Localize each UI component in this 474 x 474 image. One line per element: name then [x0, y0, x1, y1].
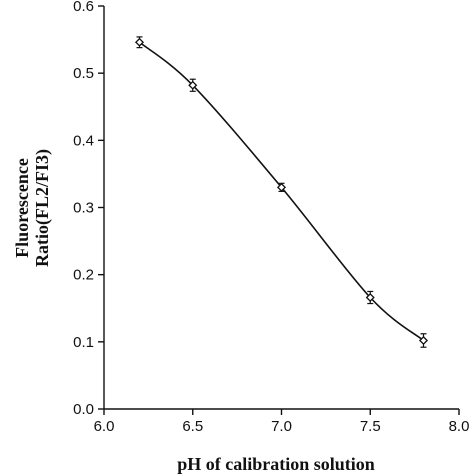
data-point — [365, 290, 375, 305]
x-tick-label: 6.0 — [94, 418, 115, 435]
x-tick-label: 8.0 — [449, 418, 470, 435]
x-axis-title: pH of calibration solution — [177, 454, 375, 474]
data-point — [276, 182, 287, 192]
y-tick-label: 0.5 — [73, 65, 94, 82]
diamond-marker — [418, 335, 429, 346]
y-tick-label: 0.3 — [73, 200, 94, 217]
diamond-marker — [134, 37, 145, 47]
x-tick-label: 6.5 — [182, 418, 203, 435]
data-point — [418, 333, 429, 348]
y-tick-label: 0.6 — [73, 0, 94, 15]
diamond-marker — [276, 182, 287, 192]
y-axis-title-line-2: Ratio(FL2/FI3) — [32, 149, 53, 267]
data-points — [134, 36, 429, 348]
y-axis-title: Fluorescence Ratio(FL2/FI3) — [12, 149, 53, 267]
diamond-marker — [365, 292, 375, 303]
data-point — [188, 78, 198, 92]
x-tick-label: 7.5 — [360, 418, 381, 435]
y-ticks: 0.0 0.1 0.2 0.3 0.4 0.5 0.6 — [73, 0, 104, 418]
axes — [103, 6, 459, 410]
y-tick-label: 0.4 — [73, 132, 94, 149]
y-tick-label: 0.0 — [73, 401, 94, 418]
x-tick-label: 7.0 — [271, 418, 292, 435]
diamond-marker — [188, 80, 198, 90]
y-tick-label: 0.1 — [73, 334, 94, 351]
x-ticks: 6.0 6.5 7.0 7.5 8.0 — [94, 409, 470, 435]
data-point — [134, 36, 145, 49]
y-tick-label: 0.2 — [73, 267, 94, 284]
y-axis-title-line-1: Fluorescence — [12, 158, 32, 258]
